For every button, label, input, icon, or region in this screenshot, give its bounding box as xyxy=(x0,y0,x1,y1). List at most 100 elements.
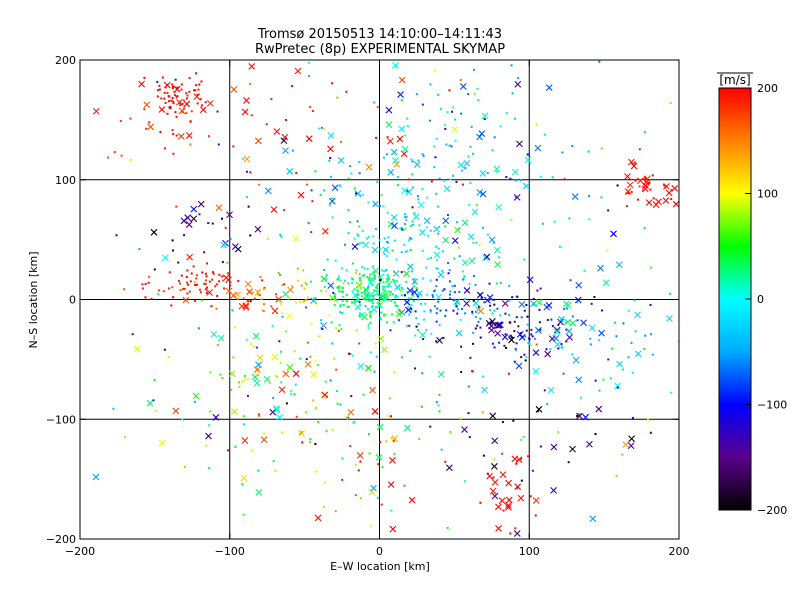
data-point-dot xyxy=(560,343,563,346)
data-point-x xyxy=(292,370,300,378)
data-point-dot xyxy=(238,381,241,384)
data-point-dot xyxy=(482,375,485,378)
data-point-dot xyxy=(360,266,363,269)
data-point-dot xyxy=(214,285,217,288)
data-point-dot xyxy=(423,318,426,321)
data-point-dot xyxy=(265,123,268,126)
data-point-dot xyxy=(296,267,299,270)
data-point-dot xyxy=(638,185,641,188)
data-point-dot xyxy=(448,280,451,283)
data-point-x xyxy=(412,213,420,220)
data-point-x xyxy=(197,200,205,208)
data-point-dot xyxy=(262,303,265,306)
data-point-x xyxy=(461,219,469,227)
data-point-dot xyxy=(308,61,311,64)
data-point-dot xyxy=(209,371,212,374)
data-point-dot xyxy=(535,123,538,126)
data-point-dot xyxy=(320,126,323,129)
data-point-dot xyxy=(194,89,197,92)
data-point-x xyxy=(445,464,453,472)
data-point-dot xyxy=(272,460,275,463)
data-point-dot xyxy=(490,322,493,325)
data-point-x xyxy=(517,494,525,502)
data-point-dot xyxy=(340,290,343,293)
data-point-dot xyxy=(259,275,262,278)
x-tick-label: 0 xyxy=(376,545,383,558)
data-point-x xyxy=(417,201,425,209)
data-point-dot xyxy=(429,83,432,86)
data-point-x xyxy=(580,319,587,327)
data-point-x xyxy=(514,80,522,88)
data-point-dot xyxy=(219,373,222,376)
data-point-x xyxy=(150,228,158,236)
data-point-dot xyxy=(284,118,287,121)
data-point-dot xyxy=(404,212,407,215)
data-point-dot xyxy=(339,311,342,314)
data-point-dot xyxy=(410,270,413,273)
data-point-dot xyxy=(258,414,261,417)
data-point-dot xyxy=(376,496,379,499)
data-point-dot xyxy=(221,377,224,380)
data-point-dot xyxy=(458,227,461,230)
data-point-dot xyxy=(520,179,523,182)
data-point-dot xyxy=(129,159,132,162)
data-point-x xyxy=(467,233,475,241)
data-point-dot xyxy=(233,326,236,329)
data-point-dot xyxy=(424,302,427,305)
data-point-x xyxy=(210,330,218,338)
data-point-dot xyxy=(194,299,197,302)
data-point-x xyxy=(215,204,223,212)
data-point-dot xyxy=(435,278,438,281)
data-point-dot xyxy=(622,322,625,325)
data-point-x xyxy=(569,445,576,453)
data-point-dot xyxy=(316,364,319,367)
data-point-x xyxy=(575,376,583,384)
data-point-dot xyxy=(438,393,441,396)
data-point-x xyxy=(387,168,395,176)
data-point-dot xyxy=(270,98,273,101)
data-point-dot xyxy=(488,282,491,285)
data-point-dot xyxy=(309,355,312,358)
data-point-dot xyxy=(175,205,178,208)
data-point-dot xyxy=(633,161,636,164)
data-point-x xyxy=(282,370,290,378)
data-point-dot xyxy=(347,208,350,211)
data-point-dot xyxy=(243,374,246,377)
data-point-dot xyxy=(304,411,307,414)
data-point-dot xyxy=(168,95,171,98)
data-point-x xyxy=(370,484,377,492)
data-point-dot xyxy=(335,298,338,301)
data-point-dot xyxy=(380,297,383,300)
data-point-dot xyxy=(252,345,255,348)
data-point-dot xyxy=(472,152,475,155)
data-point-dot xyxy=(167,356,170,359)
data-point-dot xyxy=(173,91,176,94)
data-point-dot xyxy=(590,302,593,305)
data-point-dot xyxy=(356,220,359,223)
data-point-dot xyxy=(476,324,479,327)
data-point-x xyxy=(271,353,279,361)
data-point-x xyxy=(494,261,501,268)
data-point-dot xyxy=(354,494,357,497)
data-point-dot xyxy=(400,226,403,229)
y-tick-label: 200 xyxy=(55,54,76,67)
data-point-dot xyxy=(188,90,191,93)
data-point-dot xyxy=(527,455,530,458)
data-point-dot xyxy=(454,118,457,121)
data-point-dot xyxy=(458,290,461,293)
data-point-x xyxy=(495,503,502,511)
data-point-dot xyxy=(541,222,544,225)
data-point-dot xyxy=(368,293,371,296)
data-point-dot xyxy=(168,100,171,103)
data-point-dot xyxy=(435,267,438,270)
data-point-x xyxy=(645,199,653,207)
data-point-x xyxy=(394,283,401,291)
data-point-dot xyxy=(310,231,313,234)
data-point-dot xyxy=(446,526,449,529)
data-point-dot xyxy=(445,143,448,146)
data-point-dot xyxy=(543,133,546,136)
data-point-dot xyxy=(600,309,603,312)
data-point-dot xyxy=(258,183,261,186)
data-point-dot xyxy=(462,278,465,281)
data-point-dot xyxy=(381,269,384,272)
